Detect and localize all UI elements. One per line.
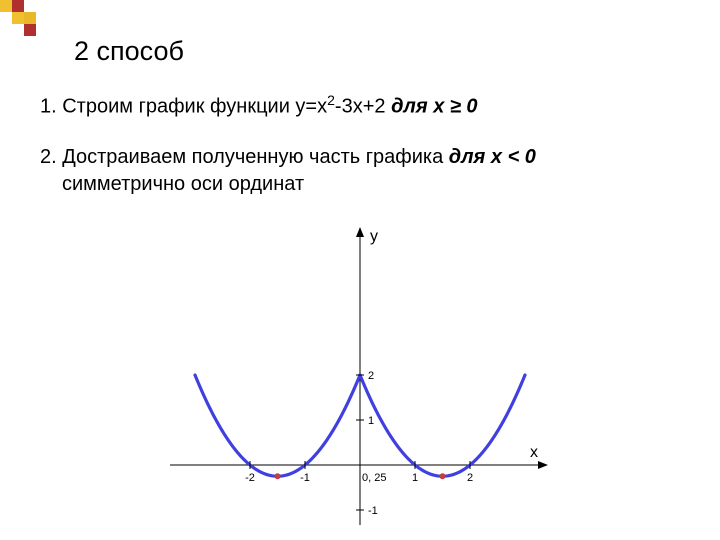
function-chart: 2 1 -1 -2 -1 1 2 0, 25 у х [170,225,550,525]
svg-text:1: 1 [412,472,418,484]
step-2-text: 2. Достраиваем полученную часть графика … [40,144,536,198]
step-1-text: 1. Строим график функции у=х2-3х+2 для х… [40,92,478,119]
svg-text:х: х [530,444,538,461]
svg-text:0, 25: 0, 25 [362,472,386,484]
step2-line2: симметрично оси ординат [62,173,304,195]
svg-text:-1: -1 [300,472,310,484]
svg-text:-2: -2 [245,472,255,484]
step1-sup: 2 [327,92,335,108]
step1-bold: для х ≥ 0 [391,96,477,118]
svg-text:у: у [370,228,378,245]
page-title: 2 способ [74,36,184,67]
step1-prefix: 1. Строим график функции у=х [40,96,327,118]
step2-bold: для х < 0 [449,146,536,168]
svg-text:2: 2 [467,472,473,484]
corner-decoration [0,0,60,40]
chart-svg: 2 1 -1 -2 -1 1 2 0, 25 у х [170,225,550,525]
svg-text:2: 2 [368,370,374,382]
step2-prefix: 2. Достраиваем полученную часть графика [40,146,449,168]
svg-text:-1: -1 [368,505,378,517]
step1-mid: -3х+2 [335,96,391,118]
svg-text:1: 1 [368,415,374,427]
